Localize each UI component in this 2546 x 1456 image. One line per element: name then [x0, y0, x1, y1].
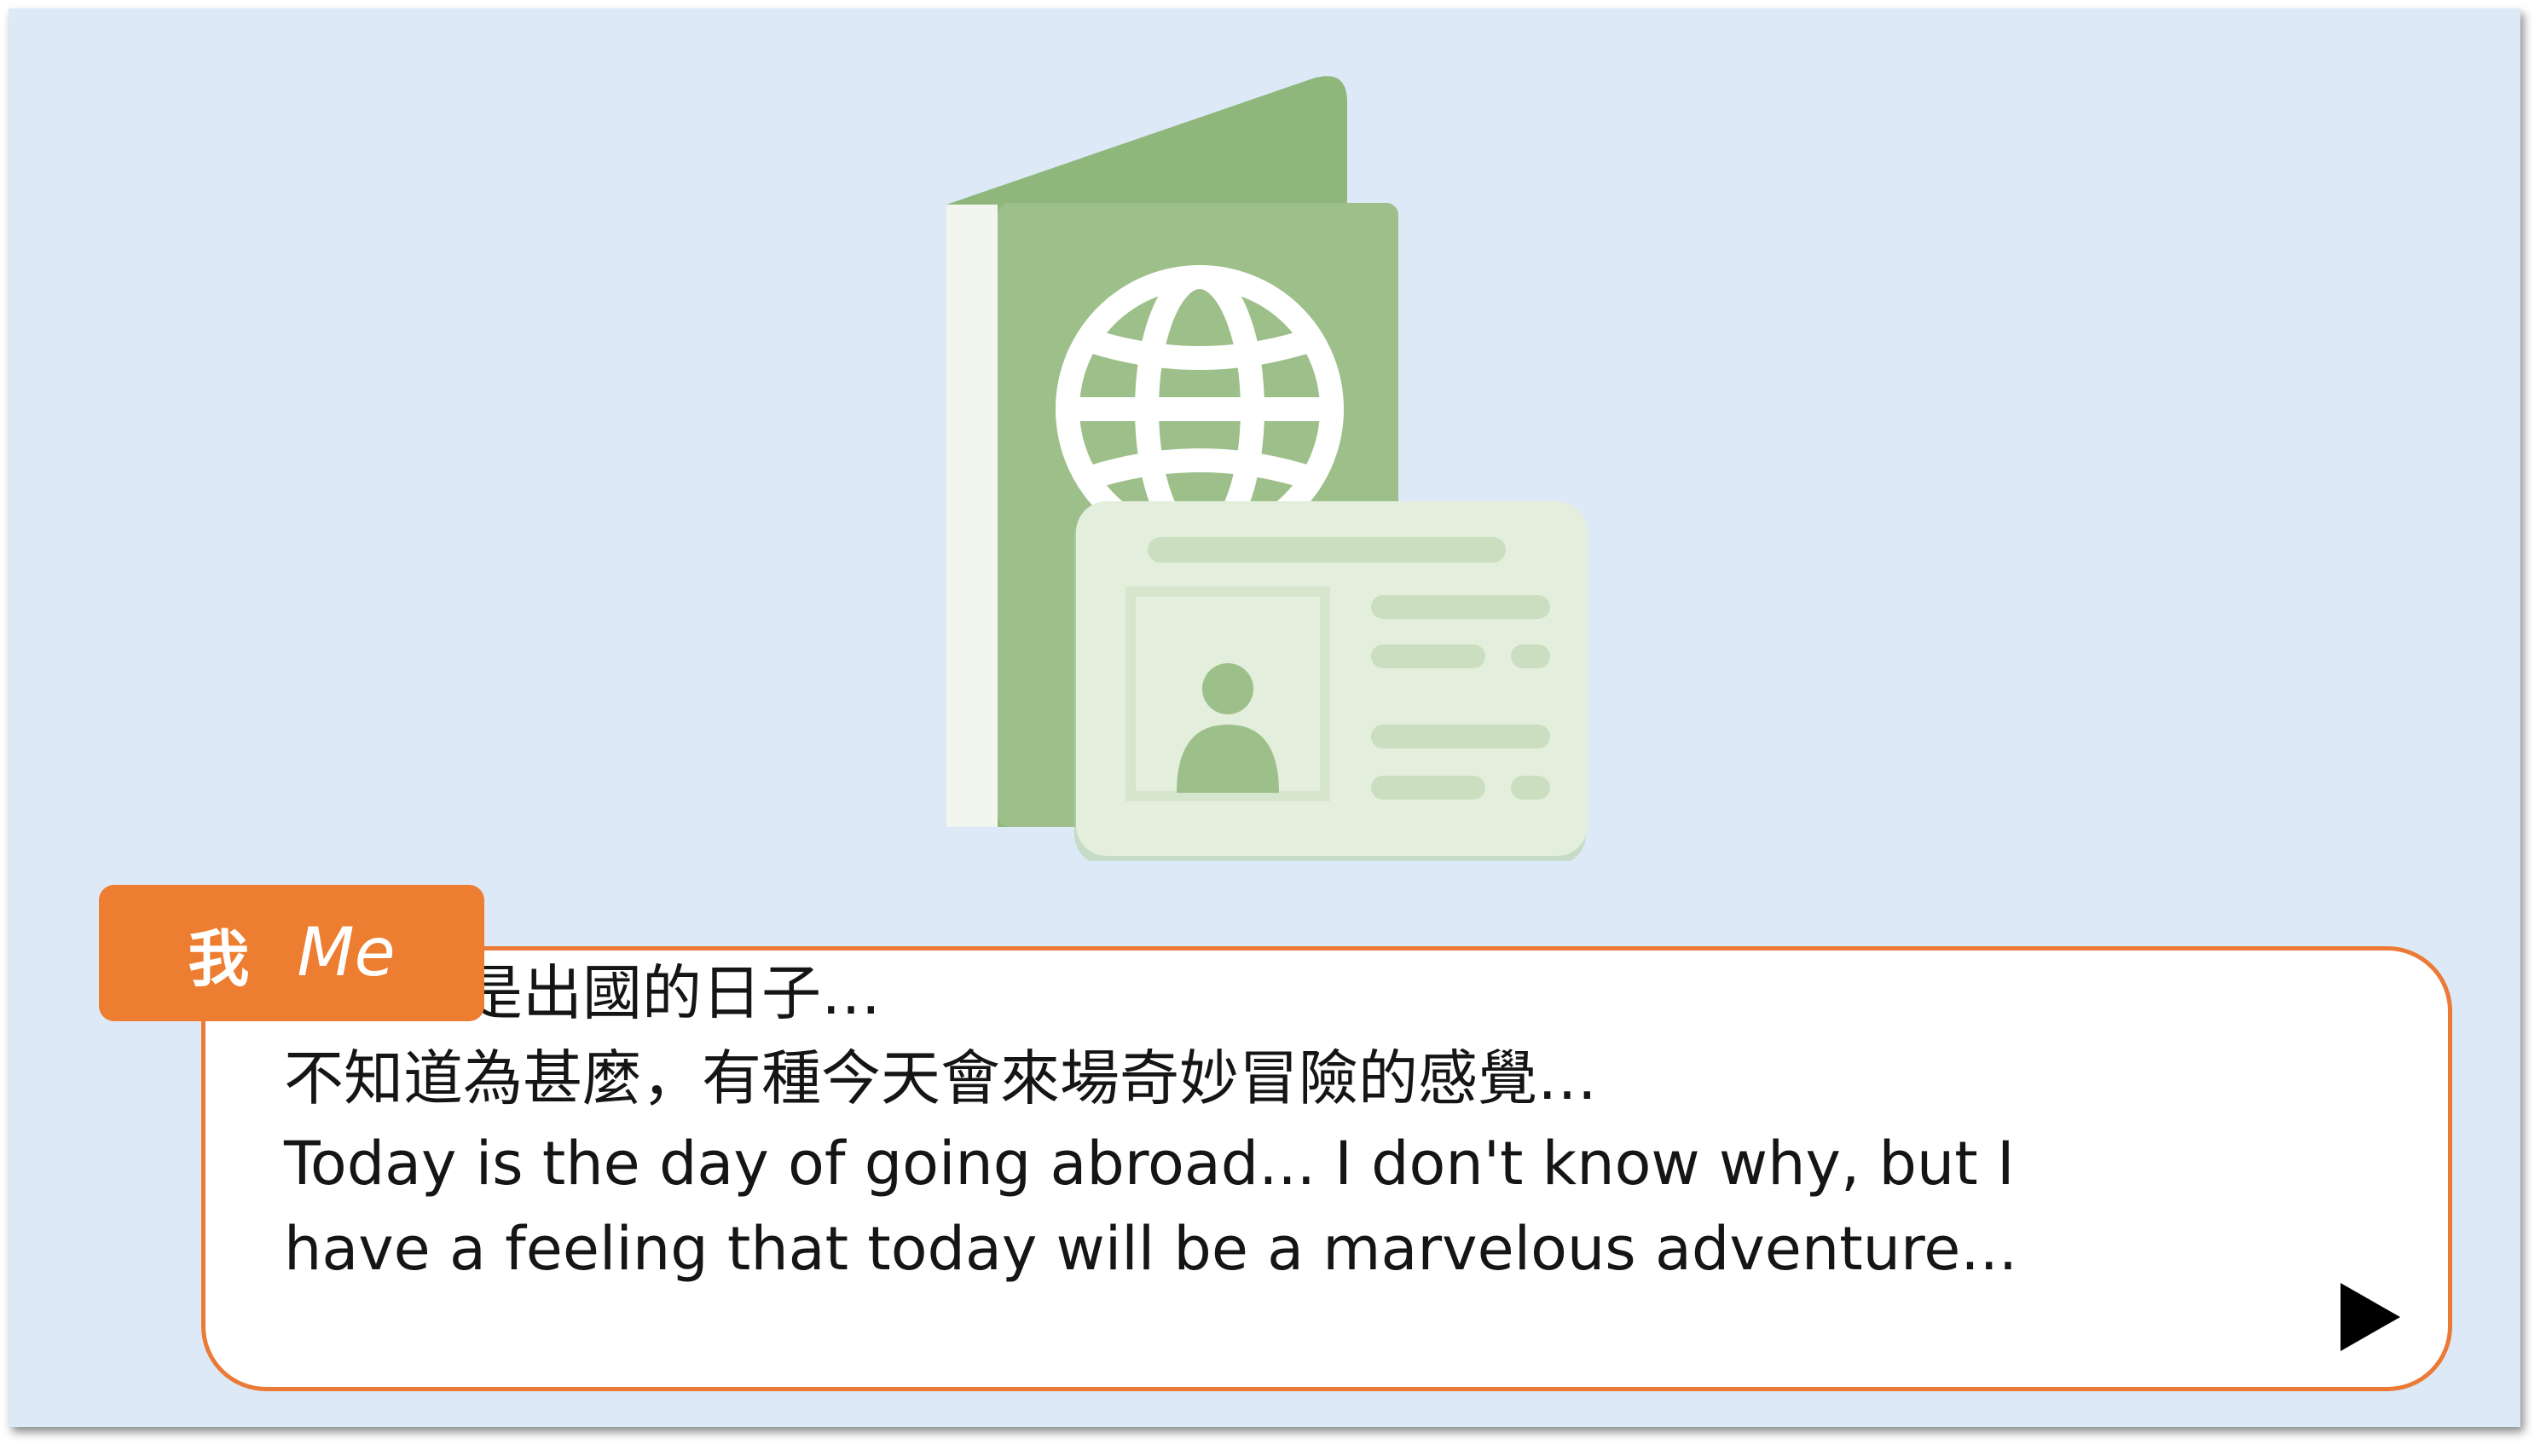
passport-and-id-card-icon: [946, 76, 1588, 861]
play-triangle-icon[interactable]: [2341, 1283, 2400, 1351]
dialogue-box[interactable]: 今天就是出國的日子… 不知道為甚麼，有種今天會來場奇妙冒險的感覺… Today …: [201, 946, 2452, 1391]
speaker-name-tag: 我 Me: [99, 885, 484, 1021]
dialogue-line: have a feeling that today will be a marv…: [284, 1214, 2018, 1284]
dialogue-line: 今天就是出國的日子…: [284, 958, 881, 1028]
dialogue-line: 不知道為甚麼，有種今天會來場奇妙冒險的感覺…: [284, 1043, 1597, 1113]
speaker-name-zh: 我: [188, 922, 250, 995]
speaker-name-en: Me: [297, 915, 396, 991]
dialogue-text: 今天就是出國的日子… 不知道為甚麼，有種今天會來場奇妙冒險的感覺… Today …: [284, 950, 2260, 1291]
game-scene: 今天就是出國的日子… 不知道為甚麼，有種今天會來場奇妙冒險的感覺… Today …: [9, 9, 2520, 1427]
dialogue-line: Today is the day of going abroad... I do…: [284, 1129, 2015, 1199]
